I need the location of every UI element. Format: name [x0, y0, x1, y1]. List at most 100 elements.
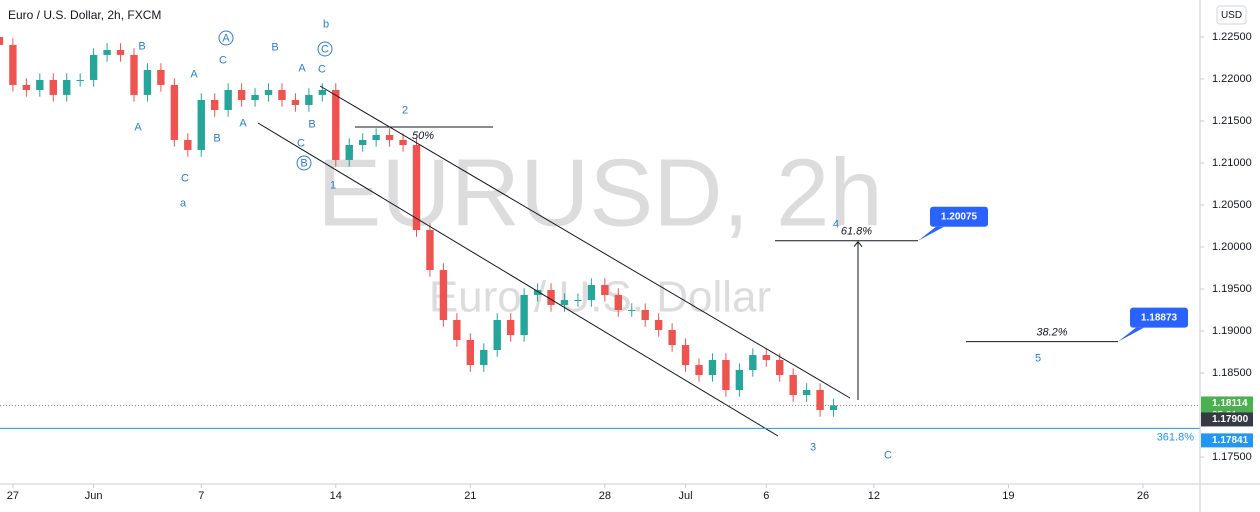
wave-circle — [296, 155, 312, 171]
currency-button-label[interactable]: USD — [1221, 10, 1242, 21]
candle-body — [157, 69, 165, 85]
candle-body — [291, 99, 300, 106]
candle-body — [278, 89, 286, 100]
candle-body — [762, 355, 770, 360]
wave-label: B — [308, 118, 315, 130]
candle-body — [224, 89, 232, 110]
candle-body — [601, 284, 609, 295]
wave-label: C — [318, 63, 326, 75]
y-tick-label: 1.22500 — [1212, 31, 1252, 43]
candle-body — [749, 355, 757, 370]
x-tick-label: 28 — [599, 490, 611, 502]
x-tick-label: 19 — [1002, 490, 1014, 502]
candle-body — [614, 294, 622, 311]
candle-body — [358, 139, 367, 146]
candle-body — [305, 94, 313, 106]
x-tick-label: Jun — [85, 490, 103, 502]
chart-title: Euro / U.S. Dollar, 2h, FXCM — [8, 8, 161, 22]
candle-body — [802, 389, 811, 396]
candle-body — [399, 139, 407, 146]
y-tick-label: 1.20500 — [1212, 199, 1252, 211]
wave-label: B — [138, 40, 145, 52]
wave-label: 5 — [1035, 352, 1041, 364]
fib-tag — [1130, 307, 1188, 328]
candle-body — [426, 230, 434, 271]
x-tick-label: 7 — [198, 490, 204, 502]
candle-body — [116, 49, 125, 55]
candle-body — [668, 330, 676, 346]
y-tick-label: 1.19000 — [1212, 325, 1252, 337]
candle-body — [170, 84, 179, 140]
candle-body — [776, 359, 784, 376]
candle-body — [654, 320, 663, 331]
wave-label: 1 — [330, 179, 336, 191]
wave-label: a — [180, 197, 187, 209]
currency-button[interactable] — [1216, 5, 1247, 25]
wave-circle — [317, 41, 333, 57]
wave-label: b — [323, 18, 329, 30]
x-tick-label: Jul — [679, 490, 693, 502]
x-tick-label: 26 — [1137, 490, 1149, 502]
watermark-subtitle: Euro / U.S. Dollar — [429, 273, 771, 322]
candle-body — [143, 69, 152, 95]
wave-label: B — [213, 132, 220, 144]
candle-body — [237, 89, 246, 100]
candle-body — [641, 310, 649, 321]
candle-body — [36, 79, 44, 90]
candle-body — [197, 99, 205, 150]
wave-label: 2 — [402, 104, 408, 116]
candle-body — [9, 44, 17, 85]
candle-body — [372, 135, 380, 140]
candle-body — [628, 310, 636, 312]
y-tick-label: 1.19500 — [1212, 283, 1252, 295]
candle-body — [708, 359, 717, 376]
candle-body — [493, 320, 501, 350]
candle-body — [89, 54, 98, 80]
price-tag — [1201, 412, 1253, 427]
candle-body — [345, 145, 353, 160]
fib-tag-pointer — [1118, 327, 1144, 342]
fib-tag — [930, 206, 988, 227]
fib-ratio: 38.2% — [1036, 327, 1067, 339]
fib-tag-label: 1.20075 — [941, 211, 978, 222]
target-arrowhead — [853, 240, 863, 248]
trend-line — [319, 85, 851, 399]
fib-tag-label: 1.18873 — [1141, 312, 1178, 323]
wave-label: C — [219, 54, 227, 66]
wave-label: C — [297, 137, 305, 149]
y-tick-label: 1.17500 — [1212, 451, 1252, 463]
x-tick-label: 21 — [464, 490, 476, 502]
price-tag — [1201, 433, 1253, 448]
candle-body — [533, 290, 542, 295]
candle-body — [332, 89, 340, 160]
fib-tag-pointer — [918, 226, 944, 241]
candle-body — [130, 54, 138, 95]
candle-body — [453, 320, 461, 341]
wave-label: 4 — [833, 218, 839, 230]
candle-body — [560, 300, 569, 305]
candle-body — [520, 294, 528, 336]
candle-body — [103, 49, 111, 55]
x-tick-label: 6 — [763, 490, 769, 502]
last-price-label: 1.18114 — [1212, 398, 1248, 409]
candle-body — [0, 36, 4, 45]
candle-body — [574, 300, 582, 302]
candle-body — [184, 139, 192, 150]
watermark: EURUSD, 2h — [317, 139, 883, 246]
wave-label: A — [239, 117, 247, 129]
y-tick-label: 1.22000 — [1212, 73, 1252, 85]
candle-body — [76, 79, 84, 81]
wave-label: A — [134, 121, 142, 133]
candle-body — [547, 290, 555, 305]
trend-line — [257, 122, 779, 437]
candle-body — [506, 320, 515, 336]
candle-body — [22, 84, 31, 90]
wave-label: 3 — [810, 441, 816, 453]
price-tag-label: 1.17841 — [1212, 435, 1249, 446]
x-tick-label: 12 — [868, 490, 880, 502]
candle-body — [264, 89, 273, 95]
candle-body — [480, 349, 488, 366]
price-tag-label: 1.17900 — [1212, 414, 1249, 425]
